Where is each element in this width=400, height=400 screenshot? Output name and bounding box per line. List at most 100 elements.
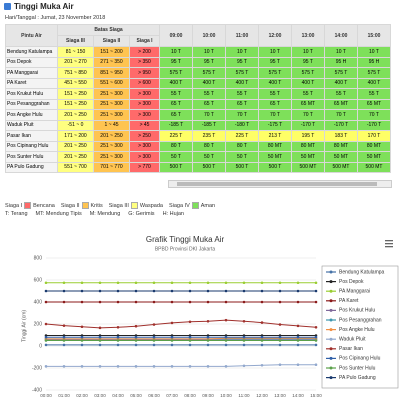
value-cell: 400 T	[225, 77, 259, 89]
siaga-cell: > 770	[129, 161, 160, 173]
legend-label: PA Manggarai	[339, 289, 370, 295]
point	[206, 281, 210, 285]
point	[296, 324, 300, 328]
siaga-cell: 201 ~ 250	[57, 140, 94, 152]
point	[170, 321, 174, 325]
value-cell: 70 T	[192, 109, 226, 121]
value-cell: 575 T	[159, 67, 193, 79]
legend-marker	[329, 318, 333, 322]
siaga-cell: 151 ~ 250	[57, 98, 94, 110]
value-cell: 70 T	[225, 109, 259, 121]
point	[260, 300, 264, 304]
legend-label: Pos Sunter Hulu	[339, 365, 376, 371]
value-cell: -170 T	[324, 119, 358, 131]
value-cell: 80 MT	[258, 140, 292, 152]
chart: Grafik Tinggi Muka Air BPBD Provinsi DKI…	[21, 235, 399, 398]
value-cell: 55 T	[357, 88, 391, 100]
point	[278, 323, 282, 326]
value-cell: 500 T	[258, 161, 292, 173]
point	[62, 343, 66, 347]
siaga-cell: 201 ~ 250	[57, 109, 94, 121]
value-cell: 55 T	[192, 88, 226, 100]
legend-marker	[329, 289, 333, 293]
y-tick-label: 200	[34, 321, 43, 327]
chart-title: Grafik Tinggi Muka Air	[146, 235, 225, 244]
point	[134, 289, 138, 293]
point	[80, 335, 84, 339]
point	[98, 339, 102, 342]
point	[224, 365, 228, 368]
value-cell: 55 T	[291, 88, 325, 100]
value-cell: 95 T	[159, 56, 193, 68]
weather-item: H: Hujan	[162, 211, 184, 217]
value-cell: 225 T	[225, 130, 259, 142]
siaga-header: Siaga I	[129, 35, 160, 47]
point	[134, 324, 138, 328]
value-cell: 400 T	[291, 77, 325, 89]
value-cell: 183 T	[324, 130, 358, 142]
point	[242, 339, 246, 342]
value-cell: 500 MT	[357, 161, 391, 173]
point	[314, 343, 318, 347]
point	[134, 300, 138, 304]
value-cell: 70 T	[258, 109, 292, 121]
value-cell: 80 MT	[291, 140, 325, 152]
point	[152, 339, 156, 342]
point	[224, 300, 228, 304]
point	[98, 300, 102, 304]
siaga-cell: 171 ~ 200	[57, 130, 94, 142]
legend-item: Siaga IV Aman	[169, 202, 215, 209]
value-cell: 575 T	[324, 67, 358, 79]
siaga-cell: 251 ~ 300	[93, 151, 130, 163]
point	[242, 281, 246, 285]
point	[242, 364, 246, 368]
point	[188, 289, 192, 293]
siaga-cell: > 250	[129, 130, 160, 142]
station-name: Pos Angke Hulu	[5, 109, 58, 121]
value-cell: 500 MT	[324, 161, 358, 173]
header-cell: Pintu Air	[5, 24, 58, 47]
point	[62, 324, 66, 327]
point	[62, 289, 66, 293]
menu-icon[interactable]	[385, 240, 393, 248]
table-row: Pos Pesanggrahan 151 ~ 250 251 ~ 300 > 300 6…	[5, 98, 391, 110]
point	[296, 339, 300, 342]
station-name: Pos Krukut Hulu	[5, 88, 58, 100]
weather-item: G: Gerimis	[128, 211, 155, 217]
value-cell: 70 T	[324, 109, 358, 121]
siaga-cell: > 300	[129, 88, 160, 100]
value-cell: 50 MT	[291, 151, 325, 163]
x-tick-label: 15:00	[310, 393, 322, 398]
value-cell: 50 T	[225, 151, 259, 163]
siaga-cell: 251 ~ 300	[93, 98, 130, 110]
x-tick-label: 05:00	[130, 393, 142, 398]
point	[116, 289, 120, 293]
siaga-cell: 201 ~ 270	[57, 56, 94, 68]
point	[80, 281, 84, 285]
scroll-thumb[interactable]	[177, 182, 377, 186]
point	[134, 335, 138, 339]
value-cell: 400 T	[192, 77, 226, 89]
point	[98, 326, 102, 330]
siaga-cell: 271 ~ 350	[93, 56, 130, 68]
point	[152, 323, 156, 326]
legend-marker	[329, 280, 333, 284]
point	[260, 363, 264, 367]
scrollbar[interactable]	[168, 180, 392, 188]
legend-label: Bencana	[33, 202, 55, 209]
siaga-cell: > 300	[129, 151, 160, 163]
point	[170, 289, 174, 293]
point	[80, 343, 84, 347]
point	[98, 281, 102, 285]
value-cell: 70 T	[357, 109, 391, 121]
siaga-cell: 1 ~ 45	[93, 119, 130, 131]
value-cell: 10 T	[324, 46, 358, 58]
station-name: Pos Cipinang Hulu	[5, 140, 58, 152]
point	[116, 335, 120, 339]
station-name: PA Manggarai	[5, 67, 58, 79]
time-header: 14:00	[324, 24, 358, 47]
point	[260, 281, 264, 285]
siaga-cell: > 300	[129, 109, 160, 121]
table-row: PA Karet 451 ~ 550 551 ~ 600 > 600 400 T 400 …	[5, 77, 391, 89]
point	[134, 343, 138, 347]
